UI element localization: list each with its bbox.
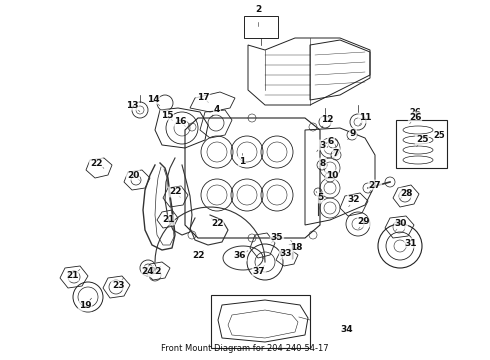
Text: 1: 1 (239, 157, 245, 166)
Bar (396, 120, 447, 168)
Text: 36: 36 (234, 252, 246, 261)
Text: 33: 33 (280, 249, 292, 258)
Text: 26: 26 (409, 108, 421, 117)
Text: 24: 24 (142, 266, 154, 275)
Text: 22: 22 (169, 188, 181, 197)
Text: 8: 8 (320, 158, 326, 167)
Text: 25: 25 (433, 130, 445, 139)
Text: 37: 37 (253, 266, 265, 275)
Text: 31: 31 (405, 238, 417, 248)
Text: 22: 22 (211, 220, 223, 229)
Text: 3: 3 (319, 140, 325, 149)
Text: 13: 13 (126, 100, 138, 109)
Text: 17: 17 (196, 93, 209, 102)
Text: 5: 5 (317, 194, 323, 202)
Text: 21: 21 (66, 271, 78, 280)
Text: 20: 20 (127, 171, 139, 180)
Text: 34: 34 (341, 325, 353, 334)
Text: 9: 9 (350, 129, 356, 138)
Text: 2: 2 (255, 5, 261, 14)
Text: 30: 30 (395, 220, 407, 229)
Text: 35: 35 (271, 233, 283, 242)
Text: 26: 26 (409, 112, 421, 122)
Text: 32: 32 (348, 195, 360, 204)
Text: 25: 25 (416, 135, 428, 144)
Text: 6: 6 (328, 136, 334, 145)
Text: 22: 22 (90, 158, 102, 167)
Text: 21: 21 (162, 216, 174, 225)
Text: 23: 23 (112, 280, 124, 289)
Text: 29: 29 (358, 217, 370, 226)
Text: 11: 11 (359, 113, 371, 122)
Text: 22: 22 (149, 267, 161, 276)
Bar (244, 16, 278, 38)
Text: 28: 28 (400, 189, 412, 198)
Text: 27: 27 (368, 180, 381, 189)
Text: 10: 10 (326, 171, 338, 180)
Text: 14: 14 (147, 94, 159, 104)
Text: Front Mount Diagram for 204-240-54-17: Front Mount Diagram for 204-240-54-17 (161, 344, 329, 353)
Text: 22: 22 (192, 252, 204, 261)
Text: 4: 4 (214, 104, 220, 113)
Text: 12: 12 (321, 116, 333, 125)
Text: 19: 19 (79, 302, 91, 310)
Text: 16: 16 (174, 117, 186, 126)
Bar (211, 295, 310, 348)
Text: 18: 18 (290, 243, 302, 252)
Text: 7: 7 (333, 148, 339, 158)
Text: 15: 15 (161, 111, 173, 120)
